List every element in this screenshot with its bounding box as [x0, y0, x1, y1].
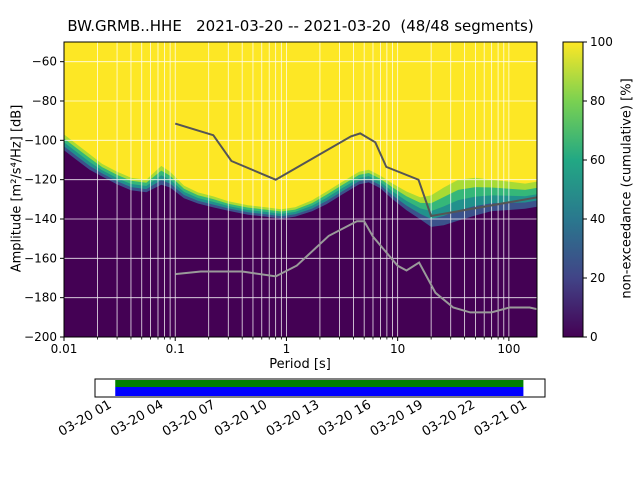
- plot-frame: [63, 41, 538, 338]
- colorbar-label: non-exceedance (cumulative) [%]: [619, 78, 635, 299]
- y-tick-label: −100: [24, 133, 57, 147]
- timeline-tick-label: 03-20 13: [264, 397, 322, 439]
- timeline-tick-label: 03-20 19: [368, 397, 426, 439]
- y-axis-label: Amplitude [m²/s⁴/Hz] [dB]: [9, 104, 25, 273]
- timeline-coverage-blue: [115, 387, 524, 396]
- y-tick-label: −60: [32, 55, 57, 69]
- x-axis-ticks: 0.01 0.1 1 10 100: [51, 337, 520, 356]
- x-tick-label: 1: [283, 342, 291, 356]
- timeline-tick-label: 03-20 10: [212, 397, 270, 439]
- colorbar-tick-label: 100: [590, 35, 613, 49]
- colorbar-gradient: [563, 42, 583, 337]
- y-tick-label: −80: [32, 94, 57, 108]
- timeline-tick-label: 03-20 22: [420, 397, 478, 439]
- timeline-tick-label: 03-20 04: [108, 397, 166, 439]
- x-tick-label: 0.1: [166, 342, 185, 356]
- colorbar-tick-label: 40: [590, 212, 605, 226]
- y-axis-ticks: −60 −80 −100 −120 −140 −160 −180 −200: [24, 55, 64, 344]
- noise-model-low-line: [175, 220, 537, 314]
- x-tick-label: 10: [390, 342, 405, 356]
- y-tick-label: −180: [24, 291, 57, 305]
- timeline-tick-label: 03-20 16: [316, 397, 374, 439]
- y-tick-label: −140: [24, 212, 57, 226]
- x-tick-label: 0.01: [51, 342, 78, 356]
- colorbar-tick-label: 60: [590, 153, 605, 167]
- colorbar: 0 20 40 60 80 100: [562, 35, 613, 344]
- y-tick-label: −200: [24, 330, 57, 344]
- heatmap: [64, 42, 537, 337]
- timeline-tick-label: 03-20 07: [160, 397, 218, 439]
- y-tick-label: −120: [24, 173, 57, 187]
- plot-title: BW.GRMB..HHE 2021-03-20 -- 2021-03-20 (4…: [67, 17, 534, 35]
- noise-model-high-line: [174, 122, 537, 218]
- colorbar-tick-label: 0: [590, 330, 598, 344]
- timeline-tick-label: 03-20 01: [56, 397, 114, 439]
- y-tick-label: −160: [24, 251, 57, 265]
- timeline-coverage-green: [115, 380, 524, 387]
- colorbar-tick-label: 20: [590, 271, 605, 285]
- noise-models: [174, 122, 537, 314]
- colorbar-tick-label: 80: [590, 94, 605, 108]
- x-axis-label: Period [s]: [269, 357, 331, 372]
- timeline-tick-label: 03-21 01: [472, 397, 530, 439]
- gridlines: [63, 42, 537, 338]
- x-tick-label: 100: [497, 342, 520, 356]
